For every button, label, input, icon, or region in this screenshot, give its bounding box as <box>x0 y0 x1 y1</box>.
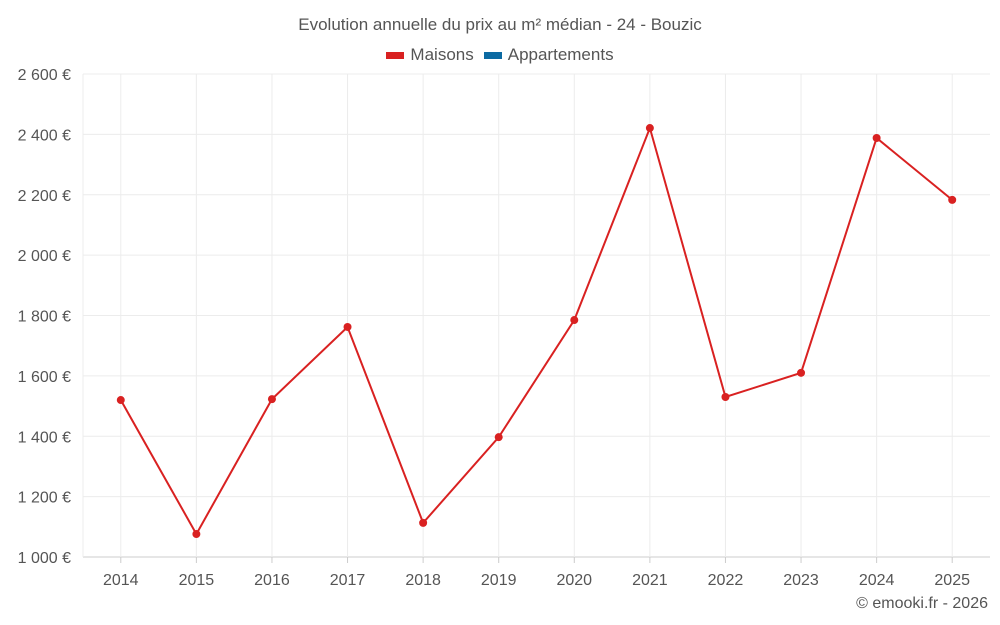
data-point <box>419 518 428 527</box>
legend-label: Maisons <box>410 45 474 64</box>
legend-swatch-appartements <box>483 51 502 59</box>
x-tick-label: 2019 <box>481 572 517 589</box>
y-tick-label: 1 200 € <box>18 490 71 507</box>
legend-label: Appartements <box>507 45 614 64</box>
chart-title: Evolution annuelle du prix au m² médian … <box>298 15 702 34</box>
x-tick-label: 2020 <box>556 572 592 589</box>
x-tick-label: 2021 <box>632 572 668 589</box>
x-tick-label: 2016 <box>254 572 290 589</box>
x-tick-label: 2024 <box>859 572 895 589</box>
data-point <box>494 433 503 442</box>
y-tick-label: 1 400 € <box>18 429 71 446</box>
legend-swatch-maisons <box>386 51 405 59</box>
y-tick-label: 2 400 € <box>18 127 71 144</box>
legend: Maisons Appartements <box>0 45 1000 65</box>
data-point <box>116 396 125 405</box>
x-tick-label: 2015 <box>179 572 215 589</box>
credit: © emooki.fr - 2026 <box>856 595 988 612</box>
data-point <box>948 195 957 204</box>
x-tick-label: 2017 <box>330 572 366 589</box>
data-point <box>645 124 654 133</box>
y-tick-label: 2 000 € <box>18 248 71 265</box>
legend-item-maisons[interactable]: Maisons <box>386 45 474 65</box>
x-tick-label: 2018 <box>405 572 441 589</box>
x-tick-label: 2025 <box>934 572 970 589</box>
data-point <box>267 395 276 404</box>
x-tick-label: 2023 <box>783 572 819 589</box>
y-tick-label: 1 000 € <box>18 550 71 567</box>
legend-item-appartements[interactable]: Appartements <box>483 45 614 65</box>
y-tick-label: 1 800 € <box>18 309 71 326</box>
y-tick-label: 2 600 € <box>18 67 71 84</box>
data-point <box>721 393 730 402</box>
x-tick-label: 2022 <box>708 572 744 589</box>
y-tick-label: 2 200 € <box>18 188 71 205</box>
data-point <box>872 133 881 142</box>
data-point <box>797 368 806 377</box>
series-line-maisons <box>119 124 953 537</box>
x-tick-label: 2014 <box>103 572 139 589</box>
y-tick-label: 1 600 € <box>18 369 71 386</box>
data-point <box>570 316 579 325</box>
data-point <box>343 322 352 331</box>
data-point <box>192 530 201 539</box>
